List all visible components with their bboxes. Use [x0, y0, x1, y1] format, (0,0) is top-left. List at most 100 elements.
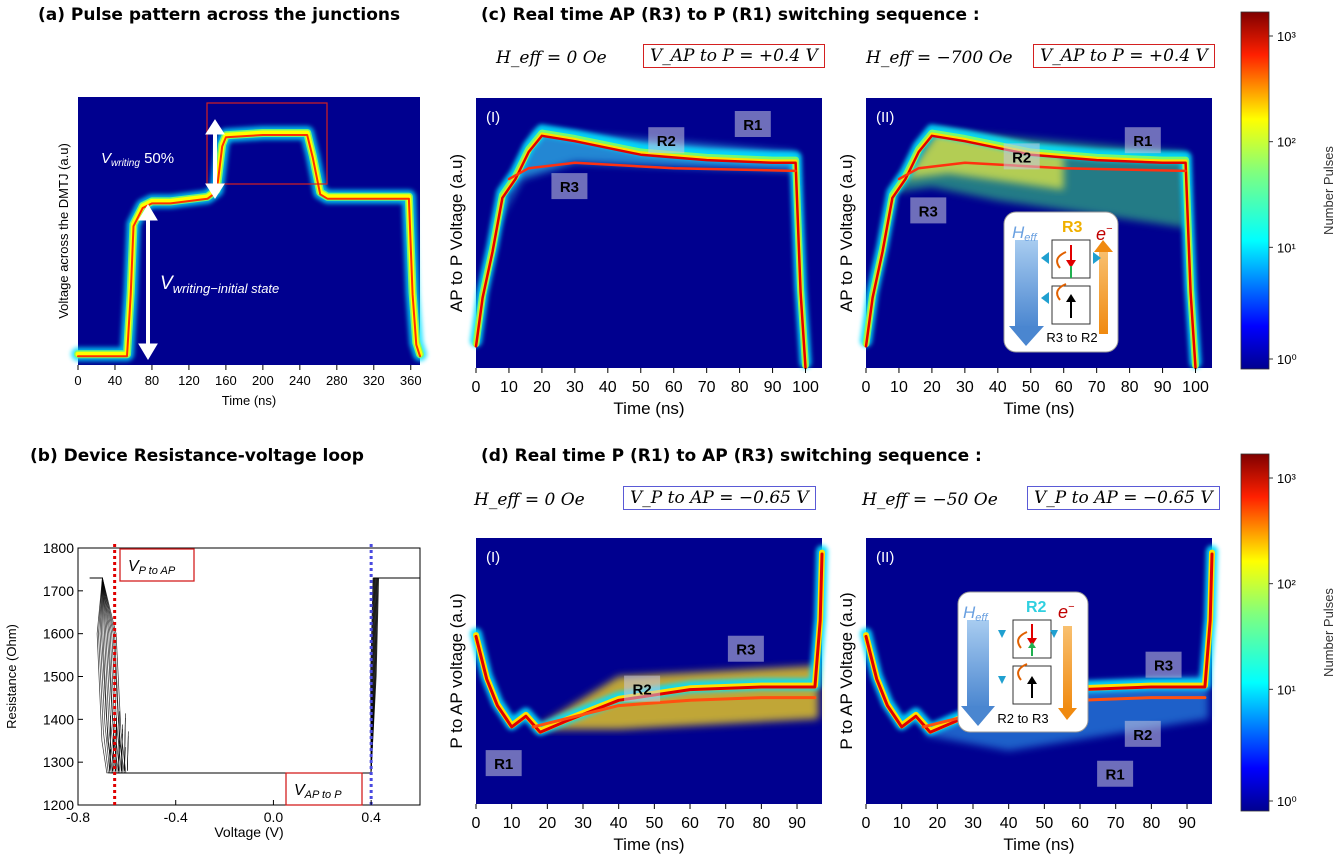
x-tick-label: 240 — [289, 373, 311, 388]
y-axis-label: Resistance (Ohm) — [4, 624, 19, 729]
region-label-bg — [1003, 143, 1040, 170]
x-tick-label: 10 — [890, 379, 908, 396]
region-label-bg — [1124, 720, 1161, 747]
panel-b-plot: 1200 1300 1400 1500 1600 1700 1800 -0.8 -0.4 0.0 0… — [4, 540, 421, 840]
heatmap-band — [531, 696, 817, 729]
heatmap-band — [474, 552, 824, 734]
y-tick-label: 1400 — [43, 711, 74, 727]
x-tick-label: 90 — [1154, 379, 1172, 396]
condition-d1-voltage: V_P to AP = −0.65 V — [623, 486, 816, 510]
x-tick-label: 0 — [862, 379, 871, 396]
region-label-bg — [648, 127, 685, 154]
panel-b-frame — [77, 547, 421, 806]
panel-a-axes: 0 40 80 120 160 200 240 280 320 360 Time (ns) Volta… — [56, 143, 422, 408]
heatmap-band — [897, 161, 1187, 181]
colorbar-top: 10⁰ 10¹ 10² 10³ Number Pulses — [1240, 11, 1336, 370]
annotation-vap-to-p: VAP to P — [285, 772, 363, 806]
inset-c2-state: R3 — [1062, 219, 1083, 236]
inset-d2-caption: R2 to R3 — [997, 711, 1048, 726]
condition-c2-voltage: V_AP to P = +0.4 V — [1033, 44, 1215, 68]
x-axis-label: Time (ns) — [1003, 835, 1074, 854]
x-tick-label: 0 — [472, 815, 481, 832]
x-tick-label: 30 — [964, 815, 982, 832]
annotation-writing-50: Vwriting 50% — [101, 150, 174, 169]
x-tick-label: 40 — [610, 815, 628, 832]
condition-c1-voltage: V_AP to P = +0.4 V — [643, 44, 825, 68]
heatmap-band — [77, 134, 421, 358]
x-tick-label: 40 — [989, 379, 1007, 396]
region-label-bg — [485, 750, 522, 777]
x-tick-label: 50 — [1035, 815, 1053, 832]
region-label: R2 — [1133, 727, 1152, 744]
region-label: R1 — [494, 756, 513, 773]
heatmap-band — [507, 161, 797, 181]
inset-d2-state: R2 — [1026, 599, 1047, 616]
x-tick-label: 50 — [645, 815, 663, 832]
x-tick-label: 90 — [764, 379, 782, 396]
x-tick-label: -0.8 — [66, 809, 90, 825]
panel-c2-plot: (II) R3 R2 R1 0 10 20 30 40 50 60 70 80 90 100 Time (ns… — [837, 98, 1212, 418]
x-tick-label: 50 — [632, 379, 650, 396]
x-tick-label: -0.4 — [164, 809, 188, 825]
y-axis-label: AP to P Voltage (a.u) — [837, 154, 856, 312]
panel-a-plot: Vwriting 50% Vwriting−initial state 0 40 8… — [56, 97, 427, 408]
heatmap-band — [864, 134, 1197, 370]
x-tick-label: 70 — [698, 379, 716, 396]
y-axis-label: Voltage across the DMTJ (a.u) — [56, 143, 71, 319]
y-axis-label: AP to P Voltage (a.u) — [447, 154, 466, 312]
panel-b-content: 1200 1300 1400 1500 1600 1700 1800 -0.8 -0.4 0.0 0… — [4, 540, 421, 840]
colorbar-label: Number Pulses — [1321, 588, 1336, 677]
region-label-bg — [1097, 760, 1134, 787]
heff-arrow — [967, 620, 989, 708]
panel-a-trace — [71, 126, 427, 362]
x-tick-label: 60 — [681, 815, 699, 832]
region-label: R1 — [743, 117, 762, 134]
inset-c2-caption: R3 to R2 — [1046, 330, 1097, 345]
writing-initial-arrow — [138, 204, 158, 360]
panel-label: (II) — [876, 549, 894, 566]
y-tick-label: 1800 — [43, 540, 74, 556]
region-label: R3 — [1154, 658, 1173, 675]
y-axis-label: P to AP Voltage (a.u) — [837, 592, 856, 749]
region-label: R2 — [632, 682, 651, 699]
condition-d2-heff: H_eff = −50 Oe — [862, 490, 998, 510]
x-tick-label: 30 — [566, 379, 584, 396]
x-tick-label: 320 — [363, 373, 385, 388]
x-axis-label: Time (ns) — [222, 393, 276, 408]
writing-50-arrow — [205, 119, 225, 199]
x-tick-label: 70 — [1107, 815, 1125, 832]
region-label: R3 — [919, 203, 938, 220]
x-tick-label: 60 — [1055, 379, 1073, 396]
panel-label: (I) — [486, 549, 500, 566]
panel-d-title: (d) Real time P (R1) to AP (R3) switchin… — [481, 446, 982, 466]
x-tick-label: 10 — [893, 815, 911, 832]
x-tick-label: 120 — [178, 373, 200, 388]
y-axis-label: P to AP voltage (a.u) — [447, 593, 466, 748]
x-tick-label: 80 — [731, 379, 749, 396]
y-tick-label: 1600 — [43, 626, 74, 642]
condition-c2-heff: H_eff = −700 Oe — [866, 48, 1013, 68]
x-tick-label: 20 — [923, 379, 941, 396]
x-axis-label: Time (ns) — [613, 835, 684, 854]
panel-label: (II) — [876, 109, 894, 126]
y-tick-label: 1300 — [43, 754, 74, 770]
region-label-bg — [1145, 651, 1182, 678]
x-tick-label: 80 — [1121, 379, 1139, 396]
region-label: R1 — [1106, 767, 1125, 784]
loop-noise — [124, 718, 126, 771]
heatmap-band — [864, 552, 1214, 734]
colorbar-bottom: 10⁰ 10¹ 10² 10³ Number Pulses — [1240, 453, 1336, 812]
x-tick-label: 10 — [503, 815, 521, 832]
x-tick-label: 100 — [1182, 379, 1209, 396]
heatmap-traces — [470, 545, 828, 736]
panel-b-title: (b) Device Resistance-voltage loop — [30, 446, 364, 466]
heatmap-traces — [860, 124, 1202, 370]
x-tick-label: 80 — [752, 815, 770, 832]
region-label: R2 — [1012, 149, 1031, 166]
x-tick-label: 0.4 — [361, 809, 381, 825]
x-tick-label: 0 — [472, 379, 481, 396]
region-label-bg — [624, 675, 661, 702]
region-label: R3 — [736, 642, 755, 659]
inset-c2: Heff R3 e− R3 to R2 — [1003, 211, 1119, 353]
heatmap-band — [89, 577, 421, 774]
